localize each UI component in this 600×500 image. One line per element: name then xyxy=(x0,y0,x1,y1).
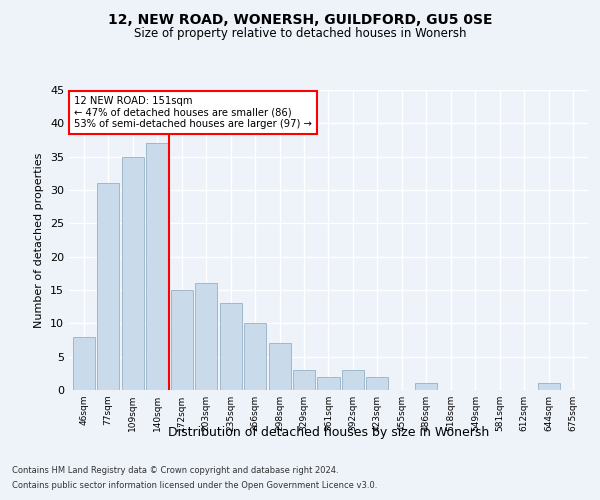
Text: Contains HM Land Registry data © Crown copyright and database right 2024.: Contains HM Land Registry data © Crown c… xyxy=(12,466,338,475)
Bar xyxy=(269,344,290,390)
Y-axis label: Number of detached properties: Number of detached properties xyxy=(34,152,44,328)
Text: Contains public sector information licensed under the Open Government Licence v3: Contains public sector information licen… xyxy=(12,481,377,490)
Bar xyxy=(122,156,143,390)
Bar xyxy=(220,304,242,390)
Bar xyxy=(73,336,95,390)
Bar xyxy=(538,384,560,390)
Bar xyxy=(342,370,364,390)
Bar xyxy=(367,376,388,390)
Bar xyxy=(97,184,119,390)
Text: Distribution of detached houses by size in Wonersh: Distribution of detached houses by size … xyxy=(168,426,490,439)
Text: 12 NEW ROAD: 151sqm
← 47% of detached houses are smaller (86)
53% of semi-detach: 12 NEW ROAD: 151sqm ← 47% of detached ho… xyxy=(74,96,312,129)
Bar xyxy=(415,384,437,390)
Bar xyxy=(244,324,266,390)
Bar xyxy=(170,290,193,390)
Bar xyxy=(146,144,168,390)
Bar xyxy=(293,370,315,390)
Bar xyxy=(317,376,340,390)
Bar xyxy=(195,284,217,390)
Text: 12, NEW ROAD, WONERSH, GUILDFORD, GU5 0SE: 12, NEW ROAD, WONERSH, GUILDFORD, GU5 0S… xyxy=(108,12,492,26)
Text: Size of property relative to detached houses in Wonersh: Size of property relative to detached ho… xyxy=(134,28,466,40)
